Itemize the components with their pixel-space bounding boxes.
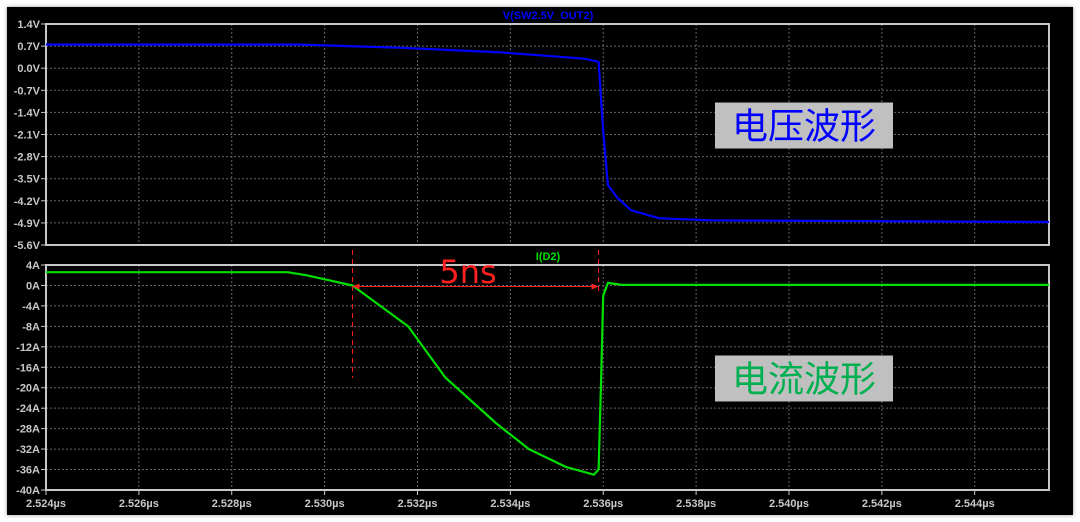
annotation-box	[715, 102, 893, 149]
y-tick-label: -5.6V	[14, 240, 41, 252]
y-tick-label: 0.7V	[17, 41, 40, 53]
waveform-annotation: 电压波形	[732, 107, 876, 148]
x-tick-label: 2.542µs	[862, 498, 902, 510]
trace-label: V(SW2.5V_OUT2)	[503, 10, 594, 22]
waveform-viewer	[7, 7, 1073, 515]
y-tick-label: -4.2V	[14, 196, 41, 208]
y-tick-label: 0.0V	[17, 63, 40, 75]
y-tick-label: -16A	[16, 362, 40, 374]
y-tick-label: 4A	[26, 260, 40, 272]
x-tick-label: 2.536µs	[583, 498, 623, 510]
annotation-box	[715, 355, 893, 402]
y-tick-label: -2.1V	[14, 130, 41, 142]
y-tick-label: -2.8V	[14, 152, 41, 164]
x-tick-label: 2.534µs	[490, 498, 530, 510]
y-tick-label: 1.4V	[17, 19, 40, 31]
y-tick-label: -12A	[16, 342, 40, 354]
series-line-voltage	[46, 43, 1050, 224]
x-tick-label: 2.538µs	[676, 498, 716, 510]
y-tick-label: -20A	[16, 383, 40, 395]
y-tick-label: -4.9V	[14, 218, 41, 230]
x-tick-label: 2.544µs	[955, 498, 995, 510]
trace-label: I(D2)	[536, 251, 561, 263]
y-tick-label: -3.5V	[14, 174, 41, 186]
x-tick-label: 2.532µs	[397, 498, 437, 510]
y-tick-label: -1.4V	[14, 107, 41, 119]
y-tick-label: -24A	[16, 403, 40, 415]
y-tick-label: -32A	[16, 444, 40, 456]
waveform-annotation: 电流波形	[732, 360, 876, 401]
y-tick-label: -36A	[16, 465, 40, 477]
y-tick-label: -40A	[16, 485, 40, 497]
x-tick-label: 2.528µs	[212, 498, 252, 510]
x-tick-label: 2.526µs	[119, 498, 159, 510]
series-line-current	[46, 271, 1049, 476]
y-tick-label: -28A	[16, 424, 40, 436]
x-tick-label: 2.530µs	[305, 498, 345, 510]
x-tick-label: 2.540µs	[769, 498, 809, 510]
y-tick-label: -4A	[22, 301, 40, 313]
plot-border	[45, 264, 1050, 491]
plot-border	[45, 23, 1050, 246]
measurement-label: 5ns	[439, 253, 496, 291]
y-tick-label: -0.7V	[14, 85, 41, 97]
x-tick-label: 2.524µs	[26, 498, 66, 510]
y-tick-label: 0A	[26, 280, 40, 292]
y-tick-label: -8A	[22, 321, 40, 333]
